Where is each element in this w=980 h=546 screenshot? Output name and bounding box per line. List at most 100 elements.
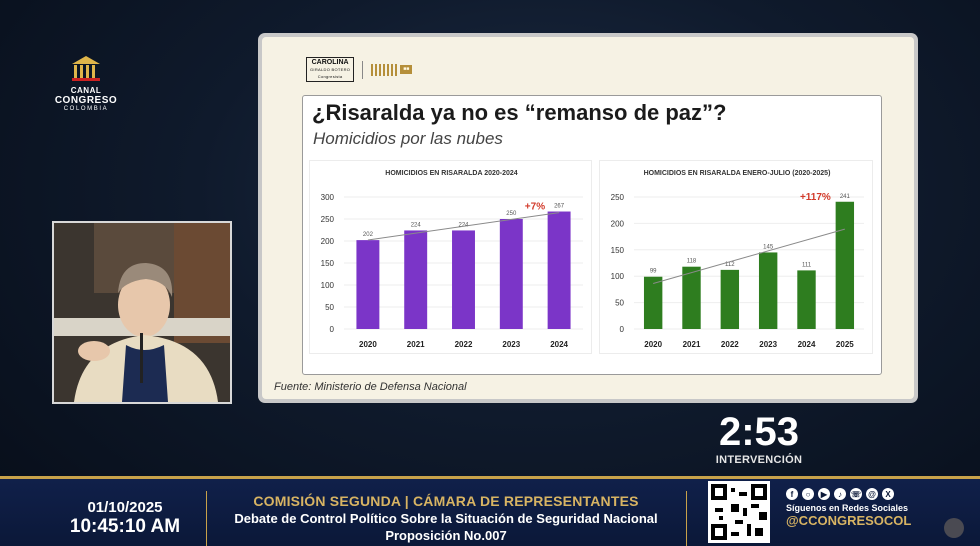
timer-label: INTERVENCIÓN (715, 454, 803, 466)
x-tick-label: 2022 (721, 340, 739, 349)
bar (682, 266, 701, 329)
bar (835, 201, 855, 329)
bar (797, 270, 816, 329)
y-tick-label: 50 (615, 299, 624, 308)
y-tick-label: 200 (611, 219, 625, 228)
emblem-bars-icon (371, 63, 398, 76)
y-tick-label: 200 (321, 237, 335, 246)
data-label: 99 (650, 269, 657, 275)
growth-annotation: +117% (800, 192, 831, 203)
speaker-badge-sub2: Congresista (317, 74, 343, 79)
data-label: 224 (458, 222, 469, 228)
tiktok-icon[interactable]: ♪ (834, 488, 846, 500)
chart-homicides-2020-2024: HOMICIDIOS EN RISARALDA 2020-2024 0 50 100 1… (309, 160, 592, 354)
session-info: COMISIÓN SEGUNDA | CÁMARA DE REPRESENTAN… (212, 492, 680, 544)
presentation-frame: CAROLINA GIRALDO BOTERO Congresista ■■ ¿… (258, 33, 918, 403)
logo-line-2: CONGRESO (54, 95, 118, 106)
slide-content: ¿Risaralda ya no es “remanso de paz”? Ho… (302, 95, 882, 375)
broadcast-date: 01/10/2025 (87, 499, 163, 516)
instagram-icon[interactable]: ○ (802, 488, 814, 500)
social-handle[interactable]: @CCONGRESOCOL (786, 513, 912, 528)
social-label: Síguenos en Redes Sociales (786, 503, 909, 513)
ticker-divider-right (686, 491, 687, 546)
slide-title: ¿Risaralda ya no es “remanso de paz”? (312, 100, 727, 125)
social-block: f ○ ▶ ♪ ☏ @ X Síguenos en Redes Sociales… (786, 488, 936, 528)
data-label: 224 (411, 222, 422, 228)
data-label: 111 (802, 262, 812, 268)
emblem-box-icon: ■■ (400, 65, 413, 74)
x-tick-label: 2021 (407, 340, 425, 349)
x-tick-label: 2020 (644, 340, 662, 349)
youtube-icon[interactable]: ▶ (818, 488, 830, 500)
y-tick-label: 150 (321, 259, 335, 268)
qr-code-icon (711, 484, 767, 540)
y-tick-label: 0 (620, 325, 625, 334)
slide-header: CAROLINA GIRALDO BOTERO Congresista ■■ (306, 57, 413, 82)
data-label: 202 (363, 232, 374, 238)
x-icon[interactable]: X (882, 488, 894, 500)
y-tick-label: 150 (611, 246, 625, 255)
speaker-badge: CAROLINA GIRALDO BOTERO Congresista (306, 57, 355, 82)
x-tick-label: 2023 (759, 340, 777, 349)
logo-line-1: CANAL (70, 86, 102, 95)
timer-value: 2:53 (718, 410, 800, 454)
x-tick-label: 2022 (455, 340, 473, 349)
y-tick-label: 250 (321, 215, 335, 224)
bar (720, 269, 740, 329)
y-tick-label: 100 (611, 272, 625, 281)
y-tick-label: 0 (330, 325, 335, 334)
lower-third-bar: 01/10/2025 10:45:10 AM COMISIÓN SEGUNDA … (0, 476, 980, 546)
datetime-block: 01/10/2025 10:45:10 AM (50, 499, 200, 538)
presenter-video (52, 221, 232, 404)
x-tick-label: 2020 (359, 340, 377, 349)
data-label: 112 (725, 262, 735, 268)
x-tick-label: 2024 (798, 340, 816, 349)
data-label: 267 (554, 204, 565, 210)
x-tick-label: 2024 (550, 340, 568, 349)
speaker-badge-sub: GIRALDO BOTERO (310, 67, 351, 72)
trend-line (367, 212, 560, 241)
broadcast-time: 10:45:10 AM (69, 516, 181, 537)
bar (356, 240, 380, 329)
whatsapp-icon[interactable]: ☏ (850, 488, 862, 500)
channel-logo: CANAL CONGRESO COLOMBIA (50, 54, 122, 113)
social-icons: f ○ ▶ ♪ ☏ @ X (786, 488, 936, 500)
y-tick-label: 50 (325, 303, 334, 312)
presentation-slide: CAROLINA GIRALDO BOTERO Congresista ■■ ¿… (262, 37, 914, 399)
x-tick-label: 2021 (683, 340, 701, 349)
x-tick-label: 2023 (502, 340, 520, 349)
y-tick-label: 300 (321, 193, 335, 202)
speaker-badge-name: CAROLINA (311, 59, 349, 66)
facebook-icon[interactable]: f (786, 488, 798, 500)
slide-source: Fuente: Ministerio de Defensa Nacional (274, 381, 467, 393)
logo-line-3: COLOMBIA (63, 106, 109, 112)
data-label: 145 (763, 244, 774, 250)
chart-homicides-jan-jul: HOMICIDIOS EN RISARALDA ENERO-JULIO (202… (599, 160, 873, 354)
bar (547, 211, 571, 329)
chart-title: HOMICIDIOS EN RISARALDA 2020-2024 (385, 170, 517, 177)
presenter-image (54, 223, 230, 402)
session-proposition: Proposición No.007 (385, 528, 507, 543)
slide-subtitle: Homicidios por las nubes (313, 129, 503, 148)
qr-code[interactable] (708, 481, 770, 543)
bar (643, 276, 663, 329)
session-commission: COMISIÓN SEGUNDA | CÁMARA DE REPRESENTAN… (253, 493, 639, 509)
chamber-emblem: ■■ (371, 63, 413, 76)
bar (452, 230, 475, 329)
data-label: 118 (687, 259, 697, 265)
data-label: 250 (506, 211, 517, 217)
watermark-logo-icon (944, 518, 964, 538)
bar (758, 252, 778, 329)
growth-annotation: +7% (525, 202, 545, 213)
x-tick-label: 2025 (836, 340, 854, 349)
speaking-timer: 2:53 INTERVENCIÓN (704, 410, 814, 466)
y-tick-label: 100 (321, 281, 335, 290)
session-topic: Debate de Control Político Sobre la Situ… (234, 511, 658, 526)
bar (499, 219, 523, 329)
bar (404, 230, 428, 329)
badge-divider (362, 60, 364, 79)
data-label: 241 (840, 194, 851, 200)
ticker-divider-left (206, 491, 207, 546)
threads-icon[interactable]: @ (866, 488, 878, 500)
y-tick-label: 250 (611, 193, 625, 202)
